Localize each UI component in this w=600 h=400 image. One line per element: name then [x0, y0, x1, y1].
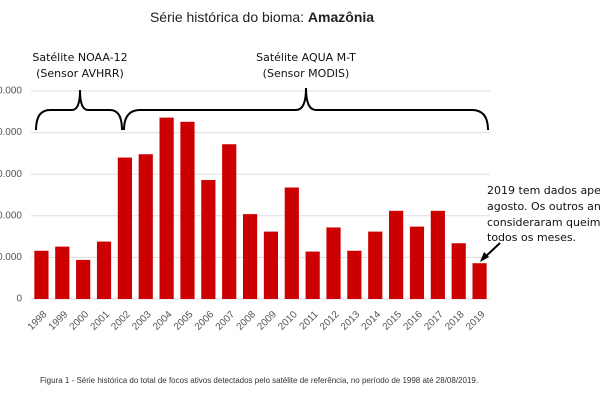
annotation: Satélite AQUA M-T — [256, 51, 356, 64]
bar — [472, 263, 487, 299]
x-tick-label: 2004 — [151, 309, 175, 333]
annotation: Satélite NOAA-12 — [32, 51, 127, 64]
y-tick-label: 250.000 — [0, 86, 22, 97]
y-tick-label: 0 — [16, 294, 22, 305]
x-tick-label: 2003 — [130, 309, 154, 333]
bar — [201, 180, 216, 299]
caption: Figura 1 - Série histórica do total de f… — [40, 376, 478, 385]
bar — [55, 246, 70, 299]
x-tick-label: 2015 — [381, 309, 405, 333]
x-tick-label: 1999 — [47, 309, 71, 333]
bar — [409, 226, 425, 299]
bar — [242, 214, 258, 299]
bar — [263, 231, 279, 299]
bar — [430, 210, 445, 299]
annotation: todos os meses. — [487, 231, 576, 244]
bar — [305, 251, 320, 299]
bar — [138, 154, 153, 299]
annotation: consideraram queimad — [487, 216, 600, 229]
x-tick-label: 2000 — [68, 309, 92, 333]
bar — [347, 250, 362, 299]
bar — [96, 241, 112, 299]
bar — [76, 259, 91, 299]
x-tick-label: 2006 — [193, 309, 217, 333]
x-tick-label: 2018 — [443, 309, 467, 333]
bar — [368, 231, 383, 299]
x-tick-label: 2011 — [298, 309, 321, 332]
bracket — [35, 89, 123, 131]
arrow-head — [480, 252, 489, 262]
bar — [326, 227, 341, 299]
x-tick-label: 2014 — [360, 309, 384, 333]
x-tick-label: 2005 — [172, 309, 196, 333]
bar — [451, 243, 466, 299]
chart-title: Série histórica do bioma: Amazônia — [150, 9, 374, 25]
x-tick-label: 2019 — [464, 309, 488, 333]
annotation: (Sensor AVHRR) — [36, 67, 124, 80]
x-tick-label: 2013 — [339, 309, 363, 333]
bar — [284, 187, 299, 299]
y-tick-label: 150.000 — [0, 169, 22, 180]
x-tick-label: 2007 — [214, 309, 238, 333]
bracket — [123, 87, 489, 131]
bar — [222, 144, 237, 299]
x-tick-label: 2008 — [235, 309, 259, 333]
title-text: Série histórica do bioma: — [150, 9, 308, 25]
bar — [389, 210, 404, 299]
bar — [34, 250, 49, 299]
bar — [159, 117, 174, 300]
bar — [180, 121, 195, 299]
x-tick-label: 2001 — [88, 309, 112, 333]
bar — [117, 157, 132, 299]
x-tick-label: 2017 — [422, 309, 446, 333]
y-tick-label: 200.000 — [0, 127, 22, 138]
x-tick-label: 1998 — [26, 309, 50, 333]
x-tick-label: 2016 — [401, 309, 425, 333]
title-bold: Amazônia — [308, 9, 374, 25]
x-tick-label: 2009 — [255, 309, 279, 333]
x-tick-label: 2002 — [109, 309, 133, 333]
annotation: agosto. Os outros anos — [487, 200, 600, 213]
annotation: 2019 tem dados apena — [487, 184, 600, 197]
annotation: (Sensor MODIS) — [263, 67, 350, 80]
x-tick-label: 2010 — [276, 309, 300, 333]
x-tick-label: 2012 — [318, 309, 342, 333]
y-tick-label: 50.000 — [0, 252, 22, 263]
y-tick-label: 100.000 — [0, 210, 22, 221]
